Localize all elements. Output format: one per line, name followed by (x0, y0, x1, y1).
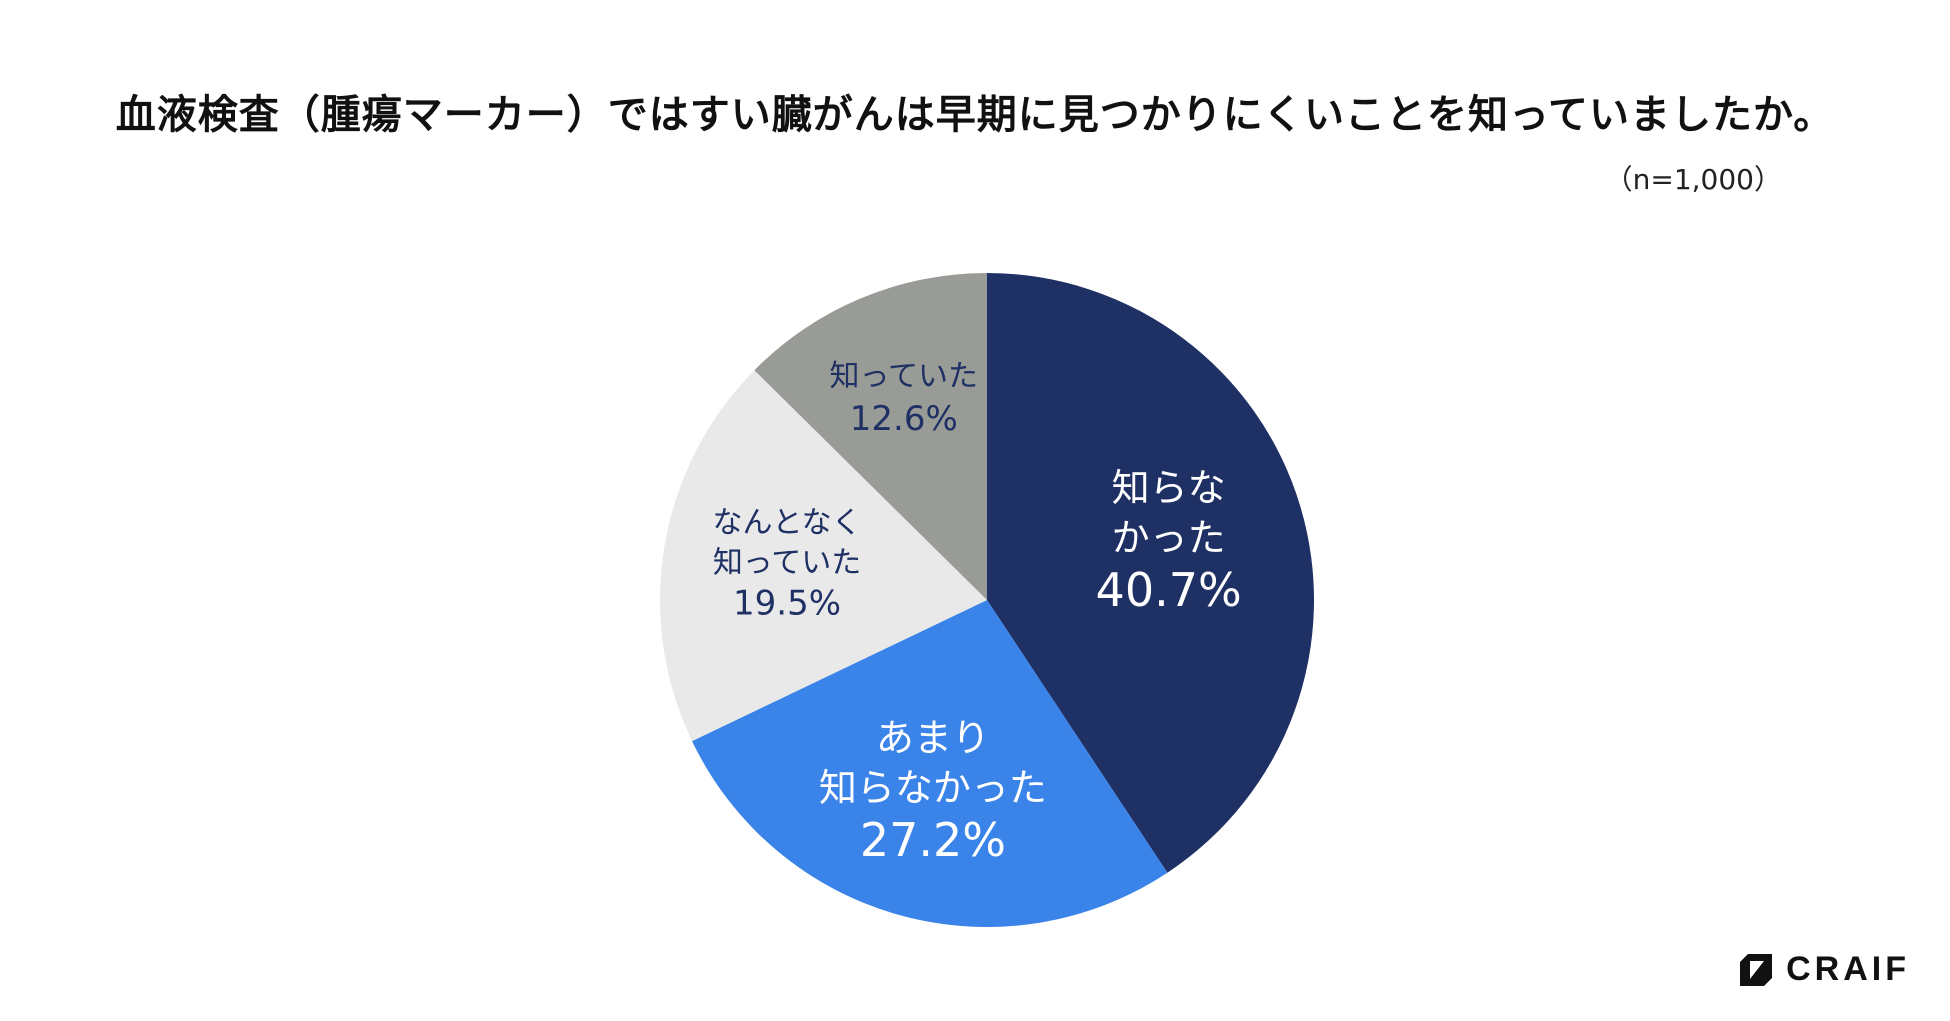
craif-logo-icon (1740, 953, 1773, 986)
brand-logo: CRAIF (1738, 950, 1910, 989)
slice-value-label: 12.6% (850, 399, 958, 439)
slice-label-text: あまり (876, 716, 990, 760)
chart-title: 血液検査（腫瘍マーカー）ではすい臓がんは早期に見つかりにくいことを知っていました… (115, 92, 1835, 138)
sample-size-label: （n=1,000） (1604, 163, 1782, 196)
brand-name: CRAIF (1786, 950, 1910, 988)
pie-slice (692, 600, 1168, 927)
slice-label-text: かった (1112, 516, 1226, 560)
slice-label-text: 知っていた (713, 545, 862, 580)
slice-value-label: 27.2% (860, 813, 1006, 867)
slice-label-text: なんとなく (713, 505, 862, 540)
slice-label: 知っていた 12.6% (830, 359, 979, 439)
pie-slice (754, 273, 987, 600)
slice-value-label: 40.7% (1096, 563, 1242, 617)
slice-label-text: 知っていた (830, 359, 979, 394)
slice-label-text: 知らな (1112, 466, 1226, 510)
pie-slice (660, 370, 987, 742)
pie-slice (987, 273, 1314, 873)
slice-label-text: 知らなかった (819, 766, 1047, 810)
slice-value-label: 19.5% (733, 584, 841, 624)
